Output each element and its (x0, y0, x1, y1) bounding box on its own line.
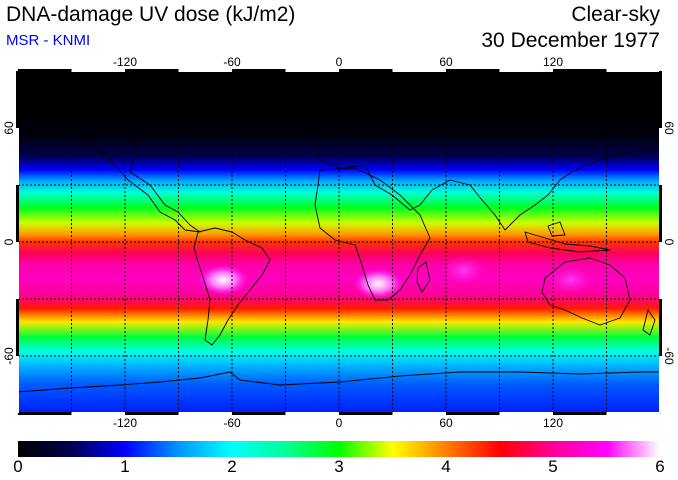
colorbar-tick-label: 0 (13, 457, 23, 476)
frame-bar-top (232, 69, 286, 72)
frame-bar-top (499, 69, 553, 72)
frame-bar-top (18, 69, 72, 72)
coast-madagascar (416, 261, 431, 293)
lat-label-left: 0 (2, 238, 16, 245)
date-label: 30 December 1977 (481, 29, 660, 52)
colorbar-tick-label: 4 (441, 457, 451, 476)
frame-bar-bottom (553, 412, 607, 415)
frame-bar-right (659, 356, 662, 413)
frame-bar-bottom (125, 412, 179, 415)
frame-ticks (16, 69, 662, 415)
coast-greenland (229, 74, 286, 119)
lon-label-bottom: 120 (543, 416, 563, 430)
frame-bar-left (16, 356, 19, 413)
uv-hotspots (197, 254, 597, 300)
frame-bar-bottom (178, 412, 232, 415)
lon-label-bottom: 0 (336, 416, 343, 430)
frame-bar-top (553, 69, 607, 72)
frame-bar-right (659, 71, 662, 128)
frame-bar-bottom (339, 412, 393, 415)
coast-antarctica (18, 371, 660, 393)
coast-maritime-continent (524, 221, 611, 253)
coastlines (18, 74, 660, 393)
hotspot-south-america-peak (197, 264, 250, 296)
colorbar-tick-label: 1 (120, 457, 130, 476)
frame-bar-bottom (446, 412, 500, 415)
frame-bar-bottom (499, 412, 553, 415)
lat-label-left: -60 (2, 347, 16, 365)
frame-bar-right (659, 185, 662, 242)
lon-label-top: 60 (439, 55, 453, 69)
hotspot-indian-ocean-peak (437, 254, 490, 287)
coast-north-america (18, 74, 201, 233)
frame-bar-top (606, 69, 660, 72)
colorbar (18, 441, 660, 457)
frame-bar-right (659, 299, 662, 356)
frame-bar-bottom (232, 412, 286, 415)
coast-new-zealand (642, 309, 656, 336)
colorbar-tick-label: 6 (655, 457, 665, 476)
lat-label-right: 0 (662, 239, 676, 246)
lon-label-top: 0 (336, 55, 343, 69)
colorbar-tick-label: 5 (548, 457, 558, 476)
frame-bar-top (446, 69, 500, 72)
frame-bar-right (659, 128, 662, 185)
frame-bar-right (659, 242, 662, 299)
frame-bar-bottom (606, 412, 660, 415)
frame-bar-top (285, 69, 339, 72)
frame-bar-left (16, 185, 19, 242)
frame-bar-top (178, 69, 232, 72)
frame-bar-left (16, 299, 19, 356)
frame-bar-top (392, 69, 446, 72)
source-label: MSR - KNMI (6, 32, 91, 49)
coast-south-america (193, 227, 271, 346)
axis-labels: -120 -120 -60 -60 0 0 60 60 120 120 60 60 0 0 -60 -60 (2, 55, 676, 430)
frame-bar-bottom (392, 412, 446, 415)
coast-africa (314, 167, 431, 301)
sky-condition-label: Clear-sky (571, 3, 660, 26)
frame-bar-left (16, 128, 19, 185)
colorbar-tick-label: 3 (334, 457, 344, 476)
lat-label-right: -60 (662, 347, 676, 365)
lon-label-bottom: -120 (113, 416, 137, 430)
gridlines (18, 71, 660, 413)
lat-label-right: 60 (662, 121, 676, 135)
coast-australia (541, 257, 631, 326)
frame-bar-top (339, 69, 393, 72)
hotspot-southern-africa-peak (352, 267, 405, 300)
frame-bar-bottom (71, 412, 125, 415)
chart-title: DNA-damage UV dose (kJ/m2) (6, 3, 296, 26)
frame-bar-bottom (18, 412, 72, 415)
frame-bar-left (16, 242, 19, 299)
lat-label-left: 60 (2, 121, 16, 135)
colorbar-tick-label: 2 (227, 457, 237, 476)
lon-label-top: -120 (113, 55, 137, 69)
frame-bar-top (125, 69, 179, 72)
lon-label-top: 120 (543, 55, 563, 69)
lon-label-top: -60 (223, 55, 241, 69)
lon-label-bottom: 60 (439, 416, 453, 430)
lon-label-bottom: -60 (223, 416, 241, 430)
hotspot-australia-peak (544, 264, 597, 296)
frame-bar-top (71, 69, 125, 72)
frame-bar-bottom (285, 412, 339, 415)
frame-bar-left (16, 71, 19, 128)
